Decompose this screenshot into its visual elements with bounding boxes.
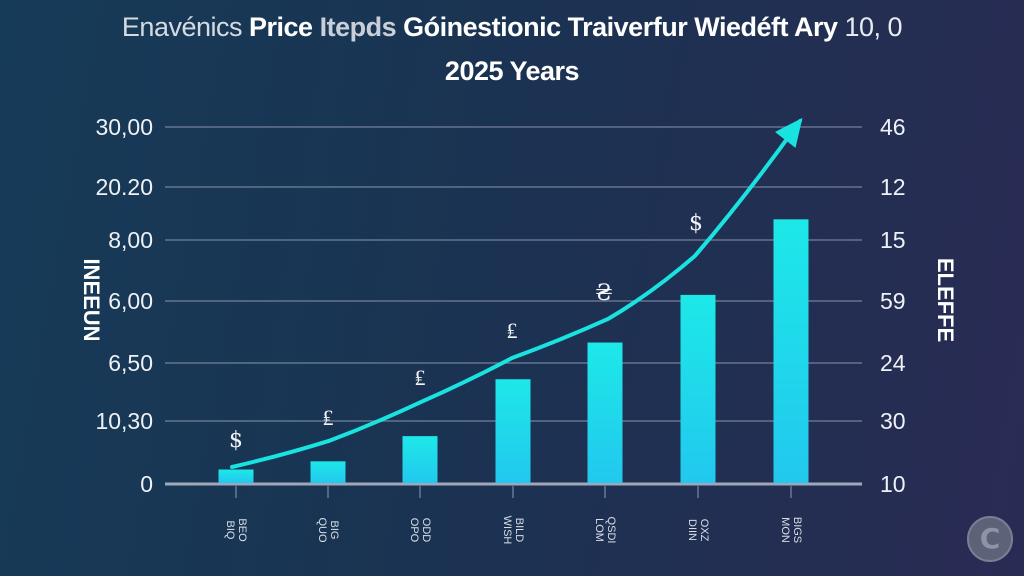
bar: [310, 461, 346, 483]
trend-line-group: [230, 117, 803, 469]
grid-lines: [165, 126, 862, 498]
currency-symbol-icon: ₤: [323, 406, 334, 431]
trend-line: [230, 119, 802, 469]
bars: [218, 219, 809, 483]
currency-symbol-icon: $: [229, 428, 243, 453]
currency-symbol-icon: $: [689, 211, 703, 236]
y-tick-label-right: 15: [880, 227, 906, 253]
y-tick-label-right: 46: [880, 114, 906, 140]
title-word: Enavénics: [121, 12, 243, 42]
y-tick-label-left: 8,00: [108, 227, 153, 253]
y-tick-label-right: 10: [880, 471, 906, 497]
chart-subtitle: 2025 Years: [444, 56, 580, 86]
bar: [773, 219, 809, 483]
currency-symbol-icon: ₴: [595, 281, 612, 306]
bar: [680, 294, 716, 483]
x-tick-label-line: LOM: [593, 518, 605, 542]
x-tick-label-line: OPO: [408, 518, 420, 543]
x-tick-label-line: BILD: [513, 518, 525, 543]
x-tick-label-line: MON: [779, 517, 791, 543]
y-tick-label-left: 0: [140, 471, 153, 497]
x-tick-label-line: QSDI: [605, 517, 617, 544]
bar: [218, 469, 254, 483]
y-axis-left-title: INEEUN: [79, 258, 104, 341]
currency-annotations: $ ₤ ₤ ₤ ₴ $: [229, 211, 703, 453]
y-tick-label-left: 30,00: [95, 114, 153, 140]
y-tick-label-right: 30: [880, 408, 906, 434]
title-word: Itepds: [319, 12, 397, 42]
x-tick-label-line: OXZ: [698, 519, 710, 542]
chart-title: Enavénics Price Itepds Góinestionic Trai…: [0, 12, 1024, 43]
y-tick-label-left: 10,30: [95, 408, 153, 434]
title-word: 10, 0: [844, 12, 903, 42]
title-word: Price: [249, 12, 313, 42]
logo-glyph: C: [979, 522, 1001, 555]
x-tick-label-line: WISH: [501, 516, 513, 545]
x-tick-label-line: BEO: [236, 518, 248, 542]
x-tick-label-line: ODD: [420, 518, 432, 543]
x-tick-label-line: DIIN: [686, 519, 698, 541]
x-tick-label-line: QUO: [316, 517, 328, 543]
x-tick-label-line: BIG: [328, 521, 340, 540]
y-tick-label-left: 6,00: [108, 288, 153, 314]
x-tick-label-line: BIGS: [791, 517, 803, 543]
bar: [495, 379, 531, 483]
y-axis-right-ticks: 10 30 24 59 15 12 46: [880, 114, 906, 497]
y-tick-label-left: 6,50: [108, 350, 153, 376]
title-word: Góinestionic Traiverfur Wiedéft Ary: [403, 12, 838, 42]
bar: [587, 342, 623, 483]
y-tick-label-right: 12: [880, 174, 906, 200]
y-tick-label-right: 24: [880, 350, 906, 376]
y-tick-label-right: 59: [880, 288, 906, 314]
y-axis-left-ticks: 0 10,30 6,50 6,00 8,00 20.20 30,00: [95, 114, 153, 497]
currency-symbol-icon: ₤: [507, 319, 518, 344]
watermark-logo-icon: C: [967, 516, 1013, 562]
y-axis-right-title: ELEFFE: [933, 258, 958, 342]
y-tick-label-left: 20.20: [95, 174, 153, 200]
currency-symbol-icon: ₤: [415, 366, 426, 391]
x-tick-label-line: BIQ: [224, 521, 236, 540]
trend-arrow-head-icon: [774, 117, 803, 148]
bar: [402, 436, 438, 483]
